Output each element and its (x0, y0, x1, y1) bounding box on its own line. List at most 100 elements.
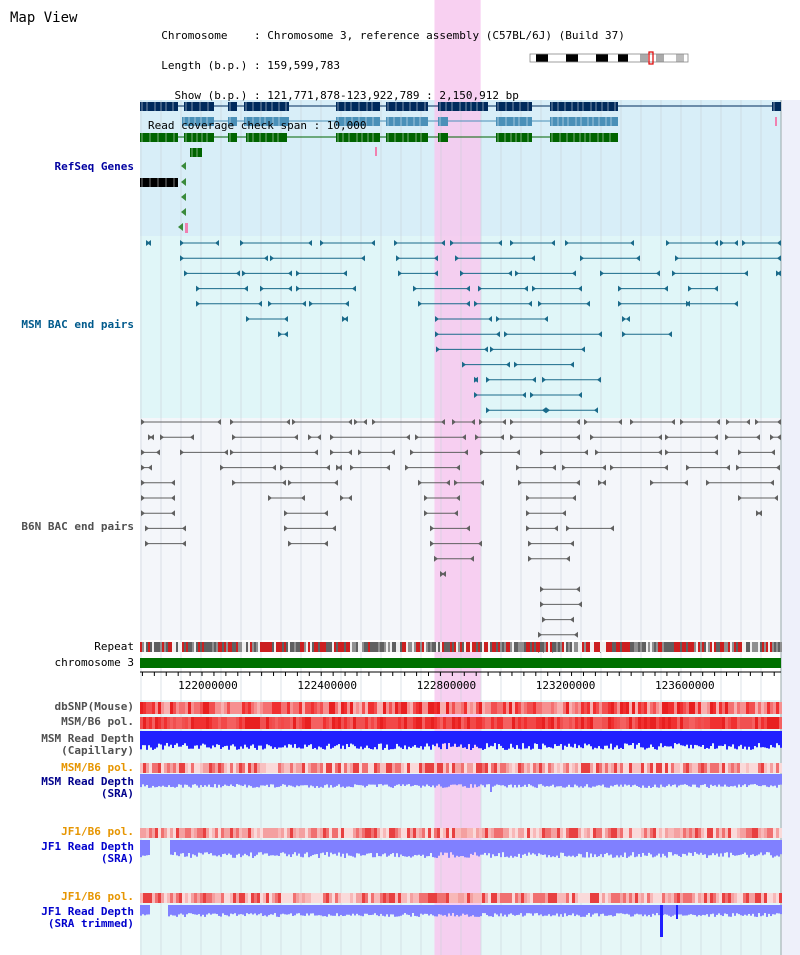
msm-depth-capillary-bar (370, 731, 372, 750)
msm-depth-capillary-bar (746, 731, 748, 750)
dbsnp-cell (494, 702, 497, 714)
repeat-bar (638, 642, 640, 652)
msm-depth-sra-bar (200, 774, 202, 786)
jf1-depth-trimmed-bar (312, 905, 314, 914)
jf1-b6-pol-2-cell (560, 893, 563, 903)
msm-depth-capillary-bar (424, 731, 426, 747)
jf1-b6-pol-cell (746, 828, 749, 838)
repeat-bar (308, 642, 310, 652)
msm-depth-capillary-bar (628, 731, 630, 746)
msm-b6-pol-2-cell (773, 763, 776, 773)
msm-b6-pol-cell (338, 717, 341, 729)
jf1-depth-sra-bar (390, 840, 392, 855)
msm-depth-sra-bar (650, 774, 652, 788)
repeat-bar (372, 642, 374, 652)
jf1-depth-sra-bar (660, 840, 662, 858)
msm-depth-capillary-bar (374, 731, 376, 748)
dbsnp-cell (779, 702, 782, 714)
msm-b6-pol-2-cell (140, 763, 143, 773)
dbsnp-cell (419, 702, 422, 714)
msm-depth-capillary-bar (232, 731, 234, 745)
msm-depth-sra-bar (350, 774, 352, 788)
msm-depth-sra-bar (406, 774, 408, 785)
msm-depth-capillary-bar (300, 731, 302, 749)
dbsnp-cell (200, 702, 203, 714)
msm-b6-pol-2-cell (353, 763, 356, 773)
msm-b6-pol-2-cell (413, 763, 416, 773)
refseq-gene (336, 133, 380, 142)
refseq-gene (336, 117, 380, 126)
b6n-bac-end (220, 464, 224, 471)
jf1-depth-sra-bar (304, 840, 306, 854)
jf1-depth-sra-bar (482, 840, 484, 855)
msm-b6-pol-2-cell (503, 763, 506, 773)
dbsnp-cell (407, 702, 410, 714)
repeat-bar (556, 642, 558, 652)
msm-depth-sra-bar (636, 774, 638, 787)
repeat-bar (376, 642, 378, 652)
jf1-depth-trimmed-bar (550, 905, 552, 917)
msm-b6-pol-cell (290, 717, 293, 729)
msm-b6-pol-2-cell (182, 763, 185, 773)
jf1-depth-trimmed-bar (264, 905, 266, 916)
dbsnp-cell (140, 702, 143, 714)
jf1-depth-sra-bar (374, 840, 376, 858)
jf1-b6-pol-2-cell (587, 893, 590, 903)
jf1-depth-trimmed-bar (276, 905, 278, 917)
b6n-bac-end (576, 479, 580, 486)
jf1-depth-trimmed-bar (412, 905, 414, 914)
repeat-bar (490, 642, 492, 652)
msm-bac-end (530, 392, 534, 398)
msm-b6-pol-cell (350, 717, 353, 729)
repeat-bar (442, 642, 444, 652)
jf1-depth-sra-bar (688, 840, 690, 853)
jf1-depth-sra-bar (714, 840, 716, 856)
refseq-gene (772, 102, 781, 111)
msm-b6-pol-cell (695, 717, 698, 729)
msm-b6-pol-2-cell (194, 763, 197, 773)
msm-depth-capillary-bar (396, 731, 398, 744)
b6n-bac-end (528, 555, 532, 562)
repeat-bar (466, 642, 468, 652)
dbsnp-cell (311, 702, 314, 714)
jf1-depth-sra-bar (232, 840, 234, 858)
repeat-bar (218, 642, 220, 652)
msm-depth-capillary-bar (738, 731, 740, 747)
jf1-depth-sra-bar (254, 840, 256, 857)
msm-depth-capillary-bar (276, 731, 278, 749)
msm-depth-capillary-bar (672, 731, 674, 749)
dbsnp-cell (608, 702, 611, 714)
msm-bac-end (532, 376, 536, 383)
jf1-b6-pol-cell (317, 828, 320, 838)
msm-b6-pol-cell (650, 717, 653, 729)
msm-bac-end (544, 316, 548, 322)
jf1-b6-pol-2-cell (761, 893, 764, 903)
dbsnp-cell (278, 702, 281, 714)
repeat-bar (178, 642, 180, 652)
msm-depth-capillary-bar (472, 731, 474, 749)
repeat-bar (584, 642, 586, 652)
jf1-b6-pol-cell (713, 828, 716, 838)
dbsnp-cell (152, 702, 155, 714)
jf1-depth-sra-bar (478, 840, 480, 857)
msm-depth-capillary-bar (776, 731, 778, 744)
jf1-depth-trimmed-bar (554, 905, 556, 916)
b6n-bac-end (434, 555, 438, 562)
msm-b6-pol-cell (335, 717, 338, 729)
msm-b6-pol-cell (689, 717, 692, 729)
jf1-depth-trimmed-bar (450, 905, 452, 916)
jf1-depth-trimmed-bar (488, 905, 490, 917)
repeat-bar (432, 642, 434, 652)
msm-b6-pol-2-cell (179, 763, 182, 773)
jf1-depth-trimmed-bar (502, 905, 504, 917)
msm-bac-end (598, 331, 602, 338)
msm-b6-pol-2-cell (176, 763, 179, 773)
msm-bac-end (352, 285, 356, 292)
msm-b6-pol-2-cell (482, 763, 485, 773)
jf1-b6-pol-2-cell (548, 893, 551, 903)
repeat-bar (240, 642, 242, 652)
repeat-bar (502, 642, 504, 652)
b6n-bac-end (317, 434, 321, 441)
jf1-depth-sra-bar (536, 840, 538, 857)
